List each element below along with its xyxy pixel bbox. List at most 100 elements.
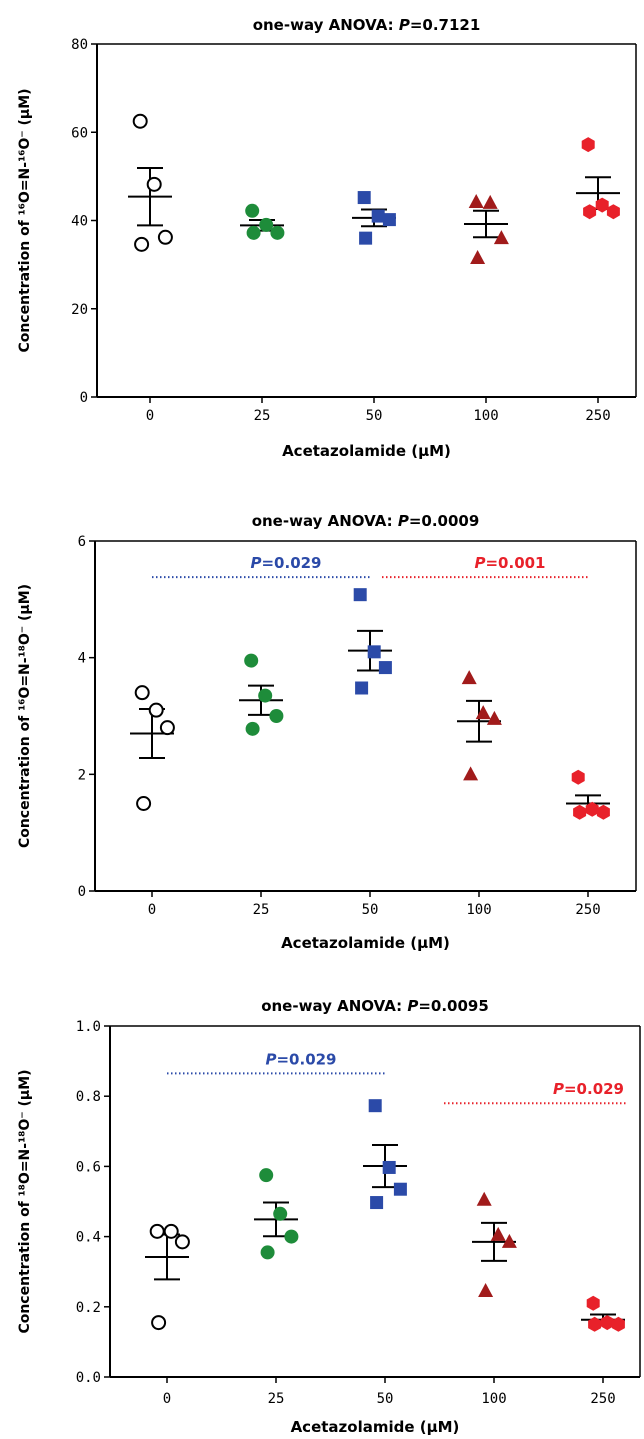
data-point [269,709,284,723]
data-point [134,236,150,252]
data-point [371,209,385,223]
data-point [270,225,285,240]
series-25 [254,1168,299,1260]
data-point [382,1160,396,1174]
y-tick-label: 0 [80,390,88,406]
significance-p: P [250,554,261,572]
y-tick-label: 0.0 [76,1370,101,1386]
x-tick-label: 0 [163,1391,171,1407]
data-point [468,193,484,208]
data-point [259,1168,274,1183]
data-point [245,203,260,218]
data-point [174,1234,190,1250]
series-250 [576,137,620,220]
series-100 [472,1191,517,1298]
series-250 [566,769,610,820]
title-value: =0.0009 [409,512,479,530]
x-tick-label: 100 [473,408,498,424]
x-tick-label: 50 [366,408,383,424]
significance-label: P=0.029 [553,1080,624,1098]
data-point [585,801,599,817]
panel-c: one-way ANOVA: P=0.00950.00.20.40.60.81.… [17,997,641,1436]
data-point [378,661,392,675]
series-0 [128,113,173,252]
data-point [245,721,260,736]
x-tick-label: 25 [254,408,271,424]
y-tick-label: 0.6 [76,1159,101,1175]
y-tick-label: 4 [78,651,86,667]
title-p: P [399,16,410,34]
data-point [132,113,148,129]
data-point [159,720,175,736]
data-point [148,702,164,718]
series-0 [145,1223,190,1331]
significance-value: =0.001 [485,554,545,572]
data-point [573,804,587,820]
title-prefix: one-way ANOVA: [253,16,399,34]
y-axis-label-a: Concentration of ¹⁶O=N-¹⁶O⁻ (μM) [17,88,33,352]
data-point [146,176,162,192]
series-50 [363,1099,407,1210]
y-tick-label: 20 [71,302,88,318]
significance-value: =0.029 [276,1050,336,1068]
data-point [359,231,373,245]
significance-label: P=0.001 [474,554,545,572]
y-tick-label: 0 [78,884,86,900]
data-point [606,204,620,220]
data-point [463,766,479,781]
data-point [149,1223,165,1239]
series-100 [464,193,509,265]
title-prefix: one-way ANOVA: [252,512,398,530]
x-tick-label: 25 [268,1391,285,1407]
data-point [393,1182,407,1196]
significance-label: P=0.029 [250,554,321,572]
x-axis-label-c: Acetazolamide (μM) [291,1418,460,1436]
data-point [581,137,595,153]
series-50 [352,191,396,245]
data-point [596,804,610,820]
data-point [600,1315,614,1331]
title-value: =0.7121 [410,16,480,34]
data-point [151,1315,167,1331]
data-point [382,213,396,227]
data-point [273,1206,288,1221]
x-axis-label-a: Acetazolamide (μM) [282,442,451,460]
significance-label: P=0.029 [265,1050,336,1068]
data-point [486,710,502,725]
chart-title-a: one-way ANOVA: P=0.7121 [253,16,481,34]
data-point [470,250,486,265]
data-point [478,1283,494,1298]
data-point [260,1245,275,1260]
data-point [259,217,274,232]
panel-a: one-way ANOVA: P=0.7121 0 20 40 60 80 0 25 50 100… [17,16,637,460]
data-point [367,645,381,659]
y-tick-label: 1.0 [76,1019,101,1035]
y-axis-label-c: Concentration of ¹⁸O=N-¹⁸O⁻ (μM) [17,1069,33,1333]
data-point [246,225,261,240]
series-25 [240,203,285,240]
x-tick-label: 0 [146,408,154,424]
series-250 [581,1295,625,1332]
data-point [370,1196,384,1210]
significance-p: P [553,1080,564,1098]
y-tick-label: 2 [78,767,86,783]
data-point [157,229,173,245]
data-point [134,685,150,701]
series-25 [239,653,284,736]
data-point [355,681,369,695]
x-tick-label: 250 [585,408,610,424]
data-point [244,653,259,668]
significance-value: =0.029 [261,554,321,572]
data-point [501,1233,517,1248]
data-point [611,1316,625,1332]
title-p: P [398,512,409,530]
chart-title-c: one-way ANOVA: P=0.0095 [261,997,489,1015]
x-axis-label-b: Acetazolamide (μM) [281,934,450,952]
x-tick-label: 50 [362,902,379,918]
x-tick-label: 250 [590,1391,615,1407]
series-0 [130,685,175,811]
data-point [595,197,609,213]
data-point [588,1316,602,1332]
y-tick-label: 40 [71,214,88,230]
data-point [482,194,498,209]
